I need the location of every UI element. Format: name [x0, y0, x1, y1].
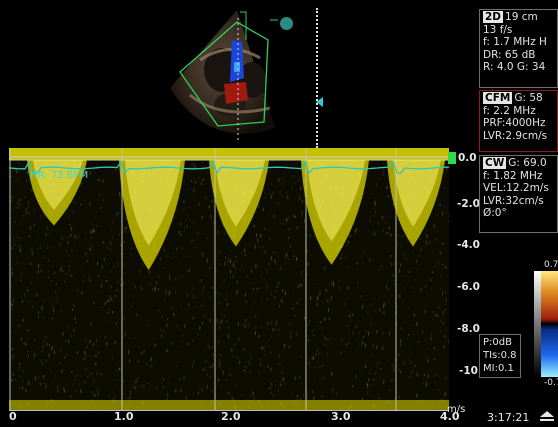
mode-2d-tag: 2D	[483, 11, 504, 23]
velocity-tick-2: -4.0	[457, 239, 480, 251]
clock: 3:17:21	[487, 411, 530, 424]
frequency-2d: f: 1.7 MHz H	[483, 36, 547, 48]
info-cw-panel: CW G: 69.0 f: 1.82 MHz VEL:12.2m/s LVR:32…	[479, 155, 558, 233]
cfm-prf: PRF:4000Hz	[483, 117, 546, 129]
velocity-tick-3: -6.0	[457, 281, 480, 293]
orientation-marker	[280, 17, 293, 30]
cfm-frequency: f: 2.2 MHz	[483, 104, 536, 117]
velocity-tick-1: -2.0	[457, 198, 480, 210]
color-flow-red	[224, 82, 248, 104]
eject-icon-bar	[540, 419, 554, 421]
velocity-tick-5: -10	[459, 365, 478, 377]
time-tick-3: 3.0	[331, 410, 351, 423]
power-p: P:0dB	[483, 337, 512, 348]
cw-angle: Ø:0°	[483, 207, 507, 219]
velocity-unit: m/s	[447, 404, 466, 415]
cw-lvr: LVR:32cm/s	[483, 194, 544, 207]
baseline-band	[9, 148, 449, 160]
velocity-tick-0: 0.0	[458, 152, 477, 164]
focus-marker-icon	[316, 97, 323, 107]
time-axis-line	[9, 410, 449, 411]
cw-velocity: VEL:12.2m/s	[483, 182, 549, 194]
cw-tag: CW	[483, 157, 507, 169]
color-bar-top-label: 0.7	[544, 260, 558, 270]
time-tick-1: 1.0	[114, 410, 134, 423]
color-bar-bottom-label: -0.7	[544, 378, 558, 388]
baseline-marker[interactable]	[448, 152, 456, 164]
power-tis: TIs:0.8	[483, 350, 517, 361]
cw-gain: G: 69.0	[508, 157, 547, 169]
info-2d-panel: 2D 19 cm 13 f/s f: 1.7 MHz H DR: 65 dB R:…	[479, 9, 558, 88]
cfm-tag: CFM	[483, 92, 513, 104]
color-box	[179, 21, 269, 127]
time-tick-2: 2.0	[221, 410, 241, 423]
time-tick-4: 4.0	[440, 410, 460, 423]
power-mi: MI:0.1	[483, 363, 514, 374]
info-cfm-panel: CFM G: 58 f: 2.2 MHz PRF:4000Hz LVR:2.9cm…	[479, 90, 558, 152]
depth-scale	[316, 8, 320, 148]
eject-icon[interactable]	[540, 411, 554, 417]
color-bar	[534, 271, 558, 377]
time-tick-0: 0	[9, 410, 17, 423]
power-panel: P:0dB TIs:0.8 MI:0.1	[479, 334, 521, 378]
dynamic-range: DR: 65 dB	[483, 48, 536, 61]
cfm-lvr: LVR:2.9cm/s	[483, 129, 548, 142]
velocity-tick-4: -8.0	[457, 323, 480, 335]
depth-value: 19 cm	[505, 11, 538, 23]
r-g-values: R: 4.0 G: 34	[483, 61, 546, 73]
cw-frequency: f: 1.82 MHz	[483, 169, 543, 182]
color-flow-blue	[230, 40, 244, 82]
heart-rate-label: HR: 73 BPM	[30, 170, 89, 181]
sector-image	[170, 10, 278, 140]
doppler-spectrum	[9, 148, 449, 410]
frame-rate: 13 f/s	[483, 23, 513, 36]
cfm-gain: G: 58	[514, 92, 543, 104]
ecg-trace	[9, 160, 449, 175]
